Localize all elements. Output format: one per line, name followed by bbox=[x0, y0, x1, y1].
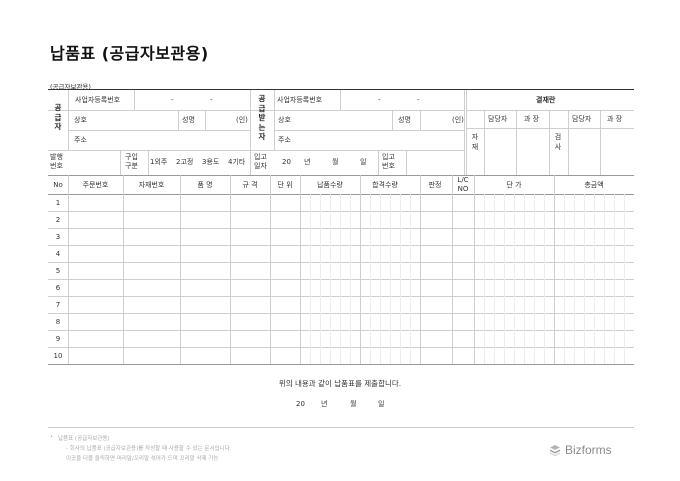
supplier-name-label: 상호 bbox=[74, 116, 87, 124]
copy-label: (공급자보관용) bbox=[50, 83, 91, 91]
col-header-item-name: 품 명 bbox=[197, 181, 213, 189]
supplier-seal: (인) bbox=[236, 116, 248, 124]
row-no: 1 bbox=[55, 199, 61, 207]
supplier-regno-dash1: - bbox=[171, 96, 174, 104]
supplier-addr-label: 주소 bbox=[74, 136, 87, 144]
supplier-regno-dash2: - bbox=[210, 96, 213, 104]
footer-line-3: 이곳을 더블 클릭하면 머리말/꼬리말 섞어가 드며 꼬리말 삭제 가능 bbox=[66, 456, 219, 462]
sign-date-y: 년 bbox=[321, 400, 328, 408]
footer-line-2: - 회사의 납품표 (공급자보관용)를 작성할 때 사용할 수 있는 문서입니다… bbox=[66, 446, 232, 452]
supplier-rep-label: 성명 bbox=[182, 116, 195, 124]
sign-date-m: 월 bbox=[350, 400, 357, 408]
approval-charge-2: 담당자 bbox=[572, 115, 592, 123]
in-date-m: 월 bbox=[332, 158, 339, 166]
in-date-d: 일 bbox=[360, 158, 367, 166]
approval-chief-1: 과 장 bbox=[524, 115, 540, 123]
receiver-regno-dash1: - bbox=[378, 96, 381, 104]
col-header-pass-qty: 합격수량 bbox=[372, 181, 398, 189]
footer-rule bbox=[48, 427, 634, 428]
bizforms-logo-icon bbox=[550, 445, 560, 456]
supplier-regno-label: 사업자등록번호 bbox=[75, 96, 121, 104]
purchase-option-2: 2고정 bbox=[176, 158, 194, 166]
col-header-total: 총금액 bbox=[584, 181, 604, 189]
footer-line-1: 납품표 (공급자보관용) bbox=[58, 436, 110, 442]
receiver-name-label: 상호 bbox=[278, 116, 291, 124]
page-title: 납품표 (공급자보관용) bbox=[50, 44, 209, 63]
purchase-option-4: 4기타 bbox=[228, 158, 246, 166]
top-rule bbox=[48, 89, 634, 91]
col-header-judgement: 판정 bbox=[428, 181, 442, 189]
row-no: 5 bbox=[55, 267, 61, 275]
col-header-delivery-qty: 납품수량 bbox=[317, 181, 343, 189]
col-header-order-no: 주문번호 bbox=[82, 181, 109, 189]
col-header-no: No bbox=[53, 181, 63, 189]
purchase-type-label: 구입 구분 bbox=[125, 153, 138, 170]
in-date-y: 년 bbox=[304, 158, 311, 166]
row-no: 8 bbox=[55, 318, 61, 326]
col-header-spec: 규 격 bbox=[242, 181, 258, 189]
row-no: 10 bbox=[53, 352, 63, 360]
in-date-year: 20 bbox=[282, 158, 291, 166]
col-header-unit: 단 위 bbox=[277, 181, 293, 189]
row-no: 7 bbox=[55, 301, 61, 309]
in-no-label: 입고 번호 bbox=[382, 153, 395, 170]
purchase-option-3: 3용도 bbox=[202, 158, 220, 166]
receiver-seal: (인) bbox=[452, 116, 464, 124]
receiver-addr-label: 주소 bbox=[278, 136, 291, 144]
row-no: 3 bbox=[55, 233, 61, 241]
receiver-regno-label: 사업자등록번호 bbox=[277, 96, 323, 104]
approval-chief-2: 과 장 bbox=[607, 115, 623, 123]
submission-statement: 위의 내용과 같이 납품표를 제출합니다. bbox=[278, 379, 402, 388]
row-no: 6 bbox=[55, 284, 61, 292]
row-no: 9 bbox=[55, 335, 61, 343]
in-date-label: 입고 일자 bbox=[254, 153, 267, 170]
row-no: 2 bbox=[55, 216, 61, 224]
receiver-rep-label: 성명 bbox=[398, 116, 411, 124]
approval-charge-1: 담당자 bbox=[488, 115, 508, 123]
footer-bullet: • bbox=[50, 434, 54, 440]
approval-header: 결재란 bbox=[536, 96, 556, 104]
brand-logo: Bizforms bbox=[549, 443, 612, 457]
row-no: 4 bbox=[55, 250, 61, 258]
col-header-lc-no: L/C NO bbox=[457, 176, 469, 193]
col-header-material-no: 자재번호 bbox=[138, 181, 165, 189]
issue-no-label: 발행 번호 bbox=[50, 153, 63, 170]
brand-name: Bizforms bbox=[565, 443, 612, 457]
col-header-unit-price: 단 가 bbox=[506, 181, 522, 189]
sign-date-d: 일 bbox=[378, 400, 385, 408]
sign-date-year: 20 bbox=[296, 400, 305, 408]
purchase-option-1: 1외주 bbox=[150, 158, 168, 166]
receiver-regno-dash2: - bbox=[417, 96, 420, 104]
